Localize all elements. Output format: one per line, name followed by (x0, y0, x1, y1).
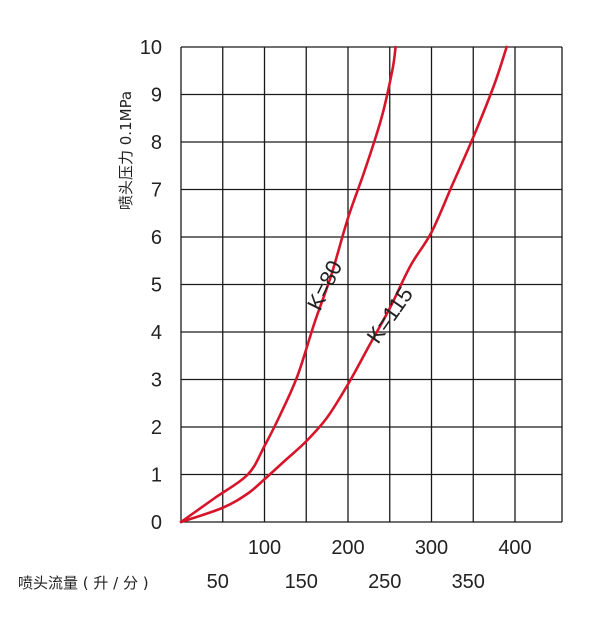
y-tick-label: 6 (151, 227, 162, 249)
x-tick-label: 100 (248, 537, 281, 559)
y-axis-label: 喷头压力 0.1MPa (117, 91, 135, 210)
y-tick-label: 5 (151, 275, 162, 297)
x-axis-label: 喷头流量 ( 升 / 分 ) (18, 574, 149, 592)
x-tick-label: 250 (368, 571, 401, 593)
y-tick-label: 7 (151, 180, 162, 202)
x-tick-label: 400 (498, 537, 531, 559)
x-tick-label: 200 (331, 537, 364, 559)
y-tick-label: 10 (140, 37, 162, 59)
y-axis-ticks: 0 1 2 3 4 5 6 7 8 9 10 (140, 37, 162, 534)
y-tick-label: 4 (151, 322, 162, 344)
x-tick-label: 350 (452, 571, 485, 593)
y-tick-label: 9 (151, 85, 162, 107)
x-tick-label: 50 (207, 571, 229, 593)
curve-line-k80 (179, 45, 397, 524)
chart-curves (179, 45, 508, 524)
y-tick-label: 2 (151, 417, 162, 439)
x-axis-ticks: 100 200 300 400 50 150 250 350 (207, 537, 532, 593)
curve-line-k115 (179, 45, 508, 524)
y-tick-label: 0 (151, 512, 162, 534)
y-tick-label: 1 (151, 465, 162, 487)
y-tick-label: 8 (151, 132, 162, 154)
x-tick-label: 300 (415, 537, 448, 559)
chart-grid (180, 46, 563, 523)
x-tick-label: 150 (285, 571, 318, 593)
y-tick-label: 3 (151, 370, 162, 392)
curve-label-k80: K=80 (302, 256, 347, 314)
